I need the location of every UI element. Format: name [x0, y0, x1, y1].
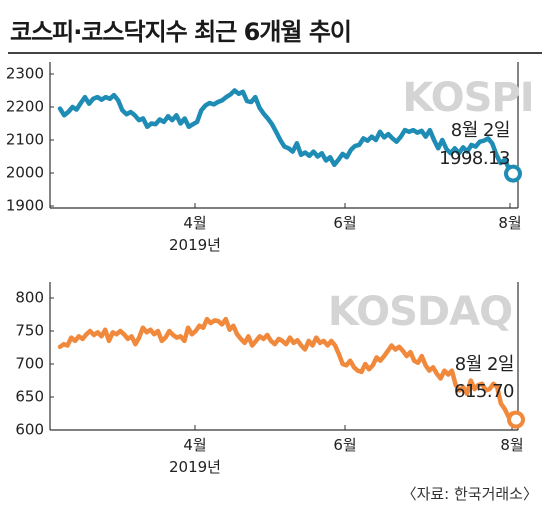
kosdaq-watermark: KOSDAQ	[328, 289, 512, 335]
kosdaq-x-tick-sublabel: 2019년	[169, 458, 221, 476]
kosdaq-y-tick-label: 800	[15, 289, 44, 307]
chart-title: 코스피·코스닥지수 최근 6개월 추이	[10, 18, 352, 46]
kospi-x-tick-label: 6월	[333, 214, 356, 232]
kosdaq-x-tick-label: 8월	[500, 436, 523, 454]
kospi-y-tick-label: 2300	[6, 65, 44, 83]
kosdaq-y-tick-label: 750	[15, 322, 44, 340]
kospi-annotation-value: 1998.13	[439, 148, 510, 169]
kosdaq-x-tick-label: 4월	[183, 436, 206, 454]
kosdaq-series-line	[57, 316, 519, 422]
kospi-x-tick-sublabel: 2019년	[169, 236, 221, 254]
kosdaq-endpoint-marker	[507, 410, 525, 429]
kosdaq-y-tick-label: 650	[15, 388, 44, 406]
kosdaq-x-tick-label: 6월	[333, 436, 356, 454]
kospi-endpoint-marker	[504, 164, 522, 183]
kospi-y-tick-label: 2100	[6, 131, 44, 149]
kospi-x-tick-label: 4월	[183, 214, 206, 232]
kospi-x-tick-label: 8월	[498, 214, 521, 232]
title-bar: 코스피·코스닥지수 최근 6개월 추이	[0, 0, 550, 58]
kospi-watermark: KOSPI	[402, 75, 533, 121]
kospi-y-tick-label: 1900	[6, 197, 44, 215]
kospi-y-tick-label: 2000	[6, 164, 44, 182]
kosdaq-annotation-date: 8월 2일	[455, 354, 514, 375]
source-note: 〈자료: 한국거래소〉	[401, 485, 538, 503]
kospi-annotation-date: 8월 2일	[451, 120, 510, 141]
kospi-series-line	[57, 88, 516, 176]
kosdaq-annotation-value: 615.70	[454, 381, 514, 402]
charts-canvas: KOSPI 2300 2200 2100 2000 1900 4월 2019년 6월 8월 8월 2…	[6, 62, 535, 476]
kospi-y-tick-label: 2200	[6, 98, 44, 116]
kosdaq-y-tick-label: 700	[15, 355, 44, 373]
kosdaq-y-tick-label: 600	[15, 421, 44, 439]
title-rule	[8, 52, 542, 54]
